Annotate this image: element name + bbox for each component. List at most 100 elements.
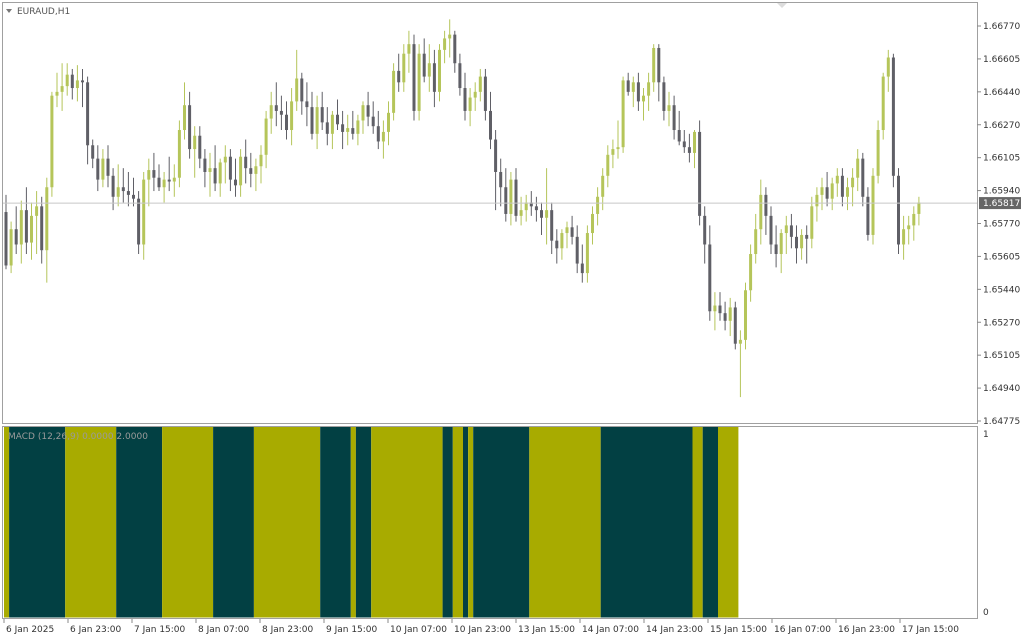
- candle-body: [259, 154, 263, 167]
- candle: [24, 187, 28, 255]
- candle: [402, 44, 406, 92]
- candle: [259, 145, 263, 184]
- triangle-down-icon[interactable]: [6, 9, 12, 13]
- candle-body: [234, 179, 237, 186]
- candle-body: [917, 202, 921, 214]
- candle-body: [534, 206, 538, 211]
- candle: [580, 244, 584, 283]
- candle-body: [667, 105, 671, 111]
- candle-body: [478, 76, 482, 92]
- candle-body: [682, 141, 686, 148]
- candle: [203, 149, 207, 188]
- candle: [851, 168, 855, 207]
- candle: [764, 187, 768, 235]
- candle: [91, 139, 95, 169]
- price-tick-label: 1.65770: [983, 220, 1020, 230]
- time-tick-label: 10 Jan 23:00: [454, 625, 511, 635]
- candle-body: [687, 147, 691, 153]
- candle-body: [463, 88, 467, 111]
- candle-body: [4, 212, 8, 266]
- candle-body: [846, 187, 849, 197]
- candle: [40, 196, 44, 264]
- candle: [499, 158, 503, 207]
- candle: [274, 82, 278, 127]
- candle: [912, 206, 916, 241]
- candle-body: [126, 191, 130, 195]
- shift-marker-icon[interactable]: [777, 3, 787, 8]
- candle-body: [162, 179, 166, 188]
- candle-body: [693, 131, 696, 153]
- candle-body: [96, 158, 100, 180]
- candle: [341, 110, 345, 150]
- candle-body: [443, 38, 447, 50]
- candle-body: [779, 233, 783, 255]
- candle: [60, 63, 64, 111]
- candle: [473, 82, 477, 111]
- candle-body: [422, 53, 426, 77]
- candle: [50, 91, 54, 197]
- current-price-value: 1.65817: [983, 199, 1020, 209]
- candle-body: [718, 305, 722, 314]
- candle: [376, 110, 380, 150]
- candle-body: [744, 290, 747, 340]
- candle-body: [152, 170, 156, 178]
- macd-band: [116, 427, 163, 618]
- candle-body: [177, 130, 181, 178]
- candle-body: [274, 105, 278, 111]
- candle: [300, 72, 304, 115]
- candle-body: [223, 156, 227, 163]
- candle: [234, 158, 237, 197]
- candle-body: [601, 175, 605, 197]
- candle: [188, 91, 192, 159]
- candle: [509, 171, 513, 226]
- candle: [81, 68, 84, 108]
- candle: [483, 68, 487, 121]
- candle-body: [749, 254, 753, 291]
- candle-body: [101, 158, 105, 180]
- macd-band: [350, 427, 356, 618]
- time-axis: 6 Jan 2025 6 Jan 23:00 7 Jan 15:00 8 Jan 07…: [3, 619, 959, 635]
- candle-body: [912, 213, 916, 226]
- candle: [489, 91, 492, 150]
- time-tick-label: 14 Jan 23:00: [646, 625, 703, 635]
- candle-body: [611, 149, 615, 155]
- candle-body: [886, 57, 890, 77]
- candle: [478, 68, 482, 102]
- main-chart-frame[interactable]: [2, 2, 978, 424]
- candle-body: [810, 206, 814, 239]
- price-tick-label: 1.65440: [983, 285, 1020, 295]
- candle-body: [371, 116, 375, 127]
- candle-body: [483, 76, 487, 111]
- candle: [570, 215, 574, 245]
- macd-band: [718, 427, 739, 618]
- macd-band: [529, 427, 601, 618]
- macd-band: [355, 427, 372, 618]
- candle-body: [65, 74, 69, 87]
- candle-body: [524, 202, 528, 211]
- macd-band: [253, 427, 321, 618]
- candle: [55, 72, 59, 108]
- candle: [361, 101, 365, 134]
- time-tick-label: 13 Jan 15:00: [518, 625, 575, 635]
- candle: [193, 126, 197, 178]
- candle: [795, 225, 798, 264]
- candle: [805, 225, 809, 264]
- candle: [198, 126, 202, 169]
- candle-body: [580, 263, 584, 274]
- candle: [779, 229, 783, 274]
- candle-body: [606, 154, 610, 176]
- candle-body: [147, 170, 151, 180]
- candle-body: [626, 80, 630, 92]
- candle-body: [193, 135, 197, 150]
- candle-body: [249, 168, 253, 174]
- candle-body: [116, 187, 120, 197]
- candle: [392, 63, 396, 121]
- time-tick-label: 16 Jan 23:00: [838, 625, 895, 635]
- candle: [75, 65, 79, 102]
- time-tick-label: 6 Jan 2025: [6, 625, 54, 635]
- candle-body: [361, 105, 365, 121]
- time-tick-label: 10 Jan 07:00: [390, 625, 447, 635]
- candle-body: [30, 215, 33, 243]
- time-tick-label: 8 Jan 07:00: [198, 625, 250, 635]
